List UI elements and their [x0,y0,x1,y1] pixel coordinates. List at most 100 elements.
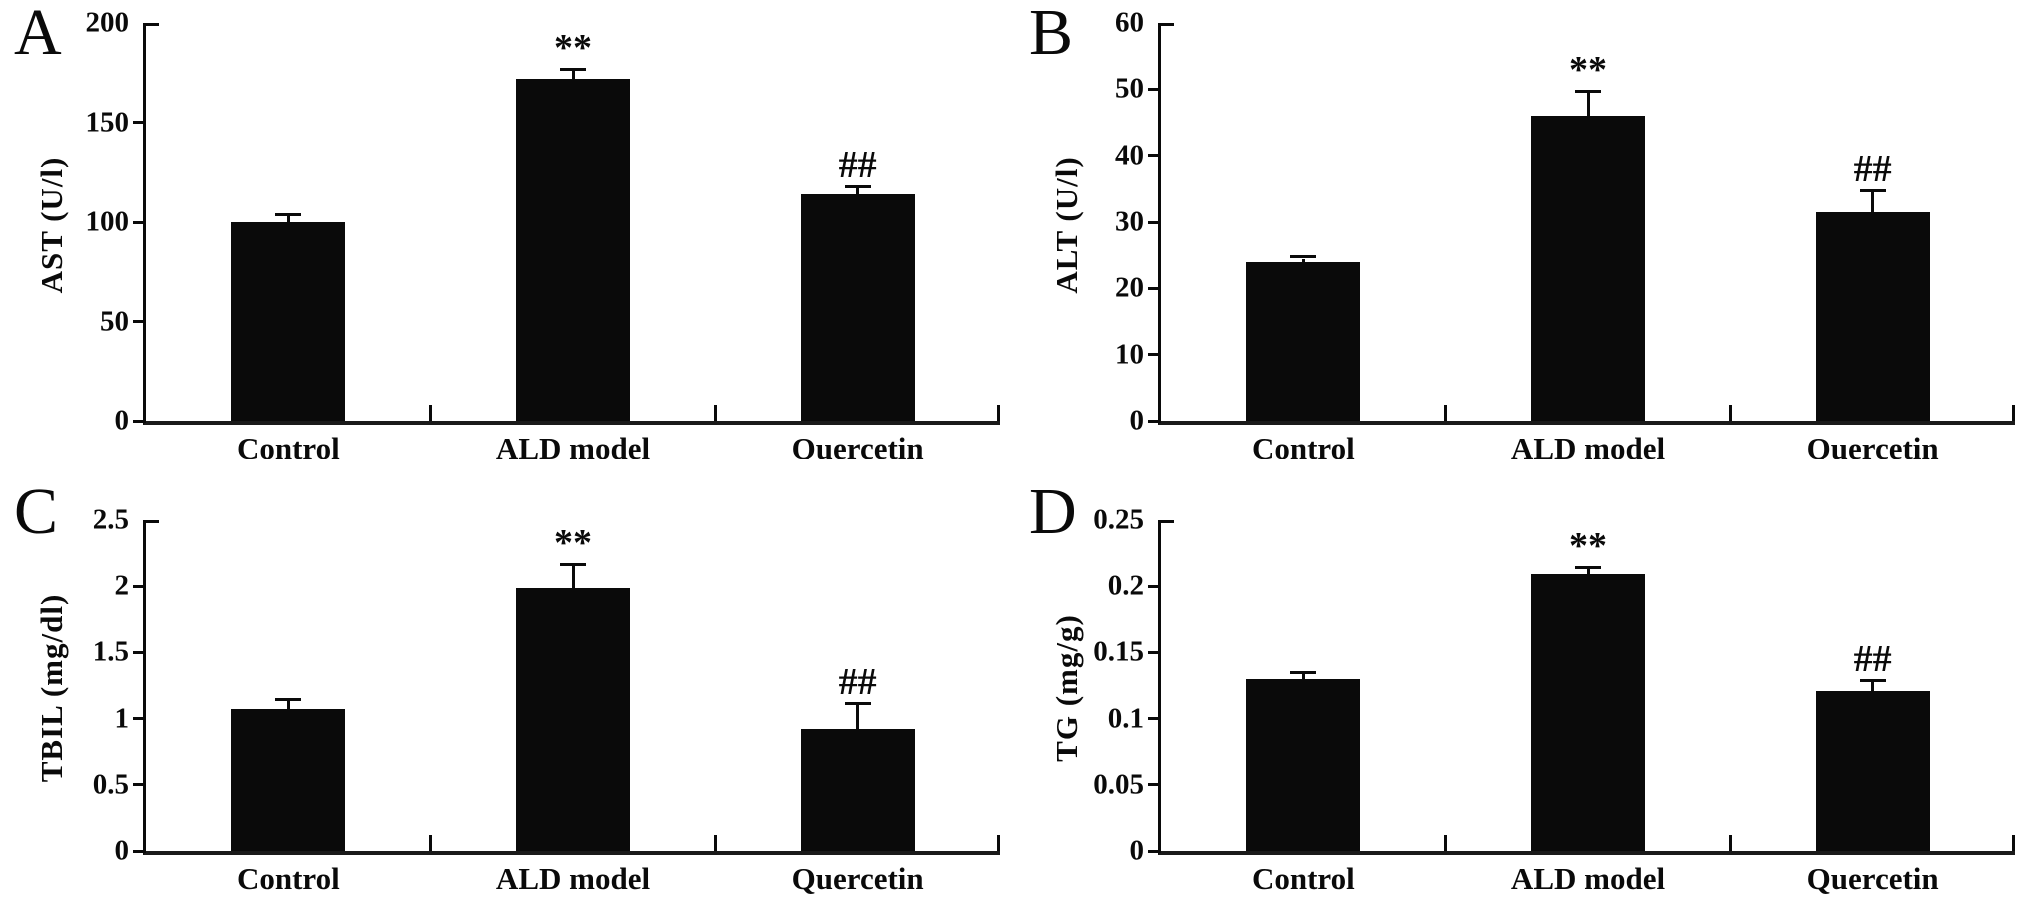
error-bar-cap-control [1290,670,1317,674]
panel-b-y-tick-label: 30 [1115,205,1144,238]
panel-c-x-axis-tick [713,835,717,851]
bar-control [1246,261,1361,421]
significance-annotation-quercetin: ## [838,144,877,187]
panel-b-x-axis-tick [2012,405,2015,421]
bar-ald-model [1531,115,1645,421]
error-bar-cap-quercetin [1859,678,1886,682]
panel-d-y-tick-label: 0.05 [1093,768,1144,801]
panel-d-y-tick-label: 0.2 [1107,569,1144,602]
panel-a-x-axis-tick [429,405,433,421]
panel-c-y-axis-tick [133,584,146,588]
panel-b-y-axis-tick [1161,23,1174,26]
significance-annotation-quercetin: ## [1853,148,1892,191]
panel-a-y-axis-tick [133,121,146,124]
bar-ald-model [516,78,630,421]
bar-control [1246,678,1361,851]
error-bar-cap-ald-model [1575,89,1601,93]
panel-a-y-axis-tick [133,320,146,323]
panel-d-y-axis-tick [1148,650,1161,654]
panel-d-y-axis-title: TG (mg/g) [1049,614,1084,762]
panel-a-letter: A [14,0,62,69]
panel-c-y-axis-tick [146,520,159,523]
category-label-control: Control [1251,861,1355,896]
panel-b: B ALT (U/l) 0 10 20 30 40 50 60 Control ** ALD mo… [1015,0,2031,464]
error-bar-control [286,701,290,712]
panel-d-y-tick-label: 0 [1129,834,1145,867]
significance-annotation-quercetin: ## [1853,637,1892,680]
panel-c-y-tick-label: 1.5 [92,635,129,668]
error-bar-cap-ald-model [560,563,586,567]
bar-quercetin [1815,690,1930,851]
error-bar-ald-model [1586,92,1590,118]
bar-quercetin [800,194,915,421]
panel-a-y-axis-tick [133,419,146,423]
panel-c-y-tick-label: 2 [114,569,130,602]
panel-c-y-axis-tick [133,650,146,654]
panel-b-y-tick-label: 10 [1115,338,1144,371]
category-label-ald-model: ALD model [1510,861,1666,896]
panel-a-y-axis-tick [133,220,146,224]
panel-c-y-axis-tick [133,849,146,853]
panel-c: C TBIL (mg/dl) 0 0.5 1 1.5 2 2.5 Control ** ALD … [0,459,1015,919]
panel-c-y-axis-tick [133,717,146,721]
panel-c-y-axis-tick [133,783,146,787]
panel-b-x-axis-tick [1444,405,1448,421]
error-bar-quercetin [856,705,860,732]
bar-ald-model [1531,574,1645,851]
error-bar-cap-quercetin [1859,189,1886,193]
panel-d-y-tick-label: 0.15 [1093,635,1144,668]
panel-c-y-tick-label: 0 [114,834,130,867]
category-label-control: Control [236,861,340,896]
panel-c-y-tick-label: 2.5 [92,503,129,536]
bar-quercetin [800,729,915,851]
error-bar-ald-model [571,566,575,590]
panel-d-y-axis-tick [1148,584,1161,588]
panel-b-y-tick-label: 20 [1115,271,1144,304]
panel-c-y-tick-label: 1 [114,702,130,735]
category-label-quercetin: Quercetin [1806,431,1939,466]
error-bar-ald-model [571,70,575,81]
panel-b-y-axis-title: ALT (U/l) [1049,156,1084,294]
bar-control [231,709,346,851]
error-bar-cap-ald-model [1575,566,1601,569]
error-bar-ald-model [1586,569,1590,577]
panel-a: A AST (U/l) 0 50 100 150 200 Control ** ALD mod… [0,0,1015,464]
error-bar-cap-control [275,698,302,702]
error-bar-control [286,216,290,224]
error-bar-quercetin [1871,681,1875,693]
error-bar-cap-quercetin [844,185,871,189]
panel-b-y-axis-tick [1148,87,1161,91]
panel-a-x-axis-tick [713,405,717,421]
category-label-quercetin: Quercetin [791,861,924,896]
error-bar-quercetin [1871,192,1875,215]
panel-c-y-axis-title: TBIL (mg/dl) [34,593,69,783]
error-bar-cap-control [1290,255,1317,259]
error-bar-control [1301,258,1305,264]
panel-d-y-axis-tick [1161,520,1174,523]
bar-quercetin [1815,212,1930,421]
panel-b-y-axis-tick [1148,353,1161,357]
panel-a-plot: 0 50 100 150 200 Control ** ALD model ## Querceti… [86,8,1000,464]
panel-a-x-axis-tick [997,405,1000,421]
category-label-quercetin: Quercetin [791,431,924,466]
panel-b-y-axis-tick [1148,419,1161,423]
significance-annotation-ald-model: ** [1569,48,1607,91]
panel-c-y-tick-label: 0.5 [92,768,129,801]
panel-b-y-axis-tick [1148,286,1161,290]
panel-d-plot: 0 0.05 0.1 0.15 0.2 0.25 Control ** ALD model ## Q… [1093,505,2015,894]
panel-d-y-tick-label: 0.25 [1093,503,1144,536]
panel-a-y-axis-title: AST (U/l) [34,156,69,294]
error-bar-quercetin [856,188,860,197]
panel-d-y-axis-tick [1148,783,1161,787]
category-label-control: Control [1251,431,1355,466]
panel-d-x-axis-tick [1728,835,1732,851]
panel-b-y-tick-label: 0 [1129,404,1145,437]
category-label-quercetin: Quercetin [1806,861,1939,896]
error-bar-cap-ald-model [560,67,586,71]
panel-b-y-tick-label: 60 [1115,6,1144,39]
panel-d-x-axis-tick [2012,835,2015,851]
panel-a-y-tick-label: 200 [85,6,130,39]
panel-c-plot: 0 0.5 1 1.5 2 2.5 Control ** ALD model ## Querceti… [93,505,1000,894]
significance-annotation-ald-model: ** [1569,525,1607,567]
panel-d: D TG (mg/g) 0 0.05 0.1 0.15 0.2 0.25 Control **… [1015,459,2031,919]
